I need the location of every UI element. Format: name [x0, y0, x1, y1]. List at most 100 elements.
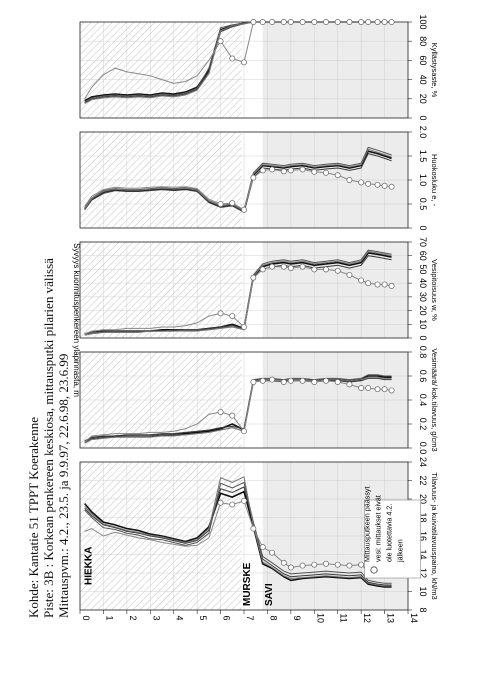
series-point — [311, 379, 318, 385]
series-point — [346, 19, 353, 25]
value-tick-label: 24 — [418, 457, 428, 467]
depth-tick-label: 6 — [222, 615, 232, 620]
series-point — [334, 172, 341, 179]
series-line-1 — [84, 490, 392, 588]
depth-tick-label: 5 — [198, 615, 208, 620]
series-point — [358, 277, 365, 284]
panel-axis-title: Vesimäärä/ kok.tilavuus, g/cm3 — [430, 348, 439, 451]
panel-frame — [79, 21, 409, 119]
value-tick-label: 8 — [418, 607, 428, 612]
value-tick-label: 1.0 — [418, 174, 428, 187]
series-point — [358, 179, 365, 186]
series-point — [250, 379, 257, 385]
series-point — [250, 525, 257, 532]
series-point — [250, 19, 257, 25]
value-tick-label: 0.2 — [418, 418, 428, 431]
panel-frame — [79, 351, 409, 449]
series-point — [280, 559, 287, 566]
depth-axis: Syvyys kuormituspenkereen yläpinnasta, m — [72, 243, 81, 397]
panel-axis-title: Huokosluku e, - — [430, 154, 439, 207]
value-tick-label: 16 — [418, 531, 428, 541]
layer-label-savi: SAVI — [264, 583, 275, 606]
panel-frame — [79, 241, 409, 339]
series-point — [365, 385, 372, 391]
value-tick-label: 22 — [418, 475, 428, 485]
depth-tick-label: 8 — [268, 615, 278, 620]
series-point — [280, 168, 287, 175]
value-tick-label: 80 — [418, 36, 428, 46]
value-tick-label: 0.6 — [418, 370, 428, 383]
value-tick-label: 0 — [418, 335, 428, 340]
value-tick-label: 12 — [418, 568, 428, 578]
depth-axis-label: Syvyys kuormituspenkereen yläpinnasta, m — [72, 243, 81, 397]
clay-layer-shade — [262, 22, 408, 118]
annotation-box — [364, 499, 421, 579]
value-tick-label: 14 — [418, 549, 428, 559]
series-point — [269, 19, 276, 25]
series-point — [381, 19, 388, 25]
depth-tick-label: 0 — [81, 615, 91, 620]
value-tick-label: 50 — [418, 264, 428, 274]
series-point — [280, 379, 287, 385]
depth-tick-label: 12 — [362, 613, 372, 623]
series-point — [269, 263, 276, 270]
series-point — [229, 200, 236, 206]
value-tick-label: 60 — [418, 55, 428, 65]
value-tick-label: 0.0 — [418, 442, 428, 455]
series-point — [287, 564, 294, 571]
series-point — [241, 59, 247, 66]
series-point — [217, 201, 224, 207]
series-point — [299, 166, 306, 173]
series-point — [365, 19, 372, 25]
series-line-4 — [84, 476, 392, 587]
value-tick-label: 2.0 — [418, 126, 428, 139]
series-point — [299, 19, 306, 25]
value-tick-label: 60 — [418, 251, 428, 261]
series-point — [287, 265, 294, 272]
series-point — [388, 183, 395, 190]
series-point — [365, 180, 372, 187]
value-tick-label: 20 — [418, 494, 428, 504]
series-point — [388, 19, 395, 25]
value-tick-label: 10 — [418, 586, 428, 596]
panel-4: 0 0.5 1.0 1.5 2.0 Huokosluku e, - — [79, 126, 439, 231]
series-point — [381, 281, 388, 288]
panel-frame — [79, 131, 409, 229]
series-point — [241, 206, 247, 213]
annotation-line: ole luotettavia 4.2. — [384, 504, 393, 562]
depth-tick-label: 13 — [386, 613, 396, 623]
series-point — [287, 167, 294, 174]
series-point — [259, 266, 266, 273]
series-point — [334, 379, 341, 385]
series-point — [241, 324, 247, 330]
series-point — [381, 386, 388, 393]
series-point — [374, 386, 381, 393]
series-point — [346, 177, 353, 183]
series-point — [217, 38, 224, 45]
series-point — [358, 561, 365, 568]
series-point — [241, 497, 247, 504]
series-point — [358, 385, 365, 391]
value-tick-label: 70 — [418, 237, 428, 247]
sand-layer-hatch — [80, 22, 242, 118]
series-point — [229, 55, 236, 62]
value-tick-label: 20 — [418, 94, 428, 104]
panel-axis-title: Vesipitoisuus w, % — [430, 259, 439, 321]
series-point — [241, 428, 247, 435]
annotation-marker — [370, 566, 378, 574]
annotation-line: Mittausputkeen päässyt — [362, 486, 371, 562]
series-point — [217, 409, 224, 415]
panel-axis-title: Kyllästysaste, % — [430, 43, 439, 98]
series-point — [229, 412, 236, 419]
series-point — [299, 377, 306, 384]
series-point — [269, 549, 276, 556]
value-tick-label: 20 — [418, 306, 428, 316]
value-tick-label: 40 — [418, 75, 428, 85]
layer-label-hiekka: HIEKKA — [84, 547, 95, 585]
header-title: Kohde: Kantatie 51 TPPT Koerakenne — [26, 417, 41, 618]
series-point — [280, 19, 287, 25]
series-point — [374, 281, 381, 288]
value-tick-label: 0 — [418, 225, 428, 230]
series-point — [358, 19, 365, 25]
